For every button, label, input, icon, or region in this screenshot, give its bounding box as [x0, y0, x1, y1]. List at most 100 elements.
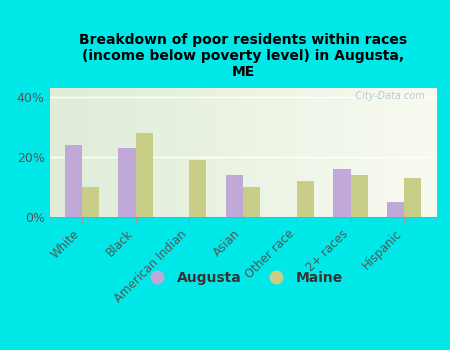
Bar — [340, 88, 344, 217]
Bar — [243, 88, 247, 217]
Bar — [197, 88, 200, 217]
Bar — [118, 148, 135, 217]
Bar — [54, 88, 57, 217]
Bar — [355, 88, 359, 217]
Bar — [421, 88, 425, 217]
Bar — [154, 88, 158, 217]
Bar — [410, 88, 413, 217]
Bar — [208, 88, 212, 217]
Bar — [92, 88, 96, 217]
Bar — [344, 88, 347, 217]
Bar — [142, 88, 146, 217]
Bar — [378, 88, 382, 217]
Bar — [394, 88, 398, 217]
Bar — [146, 88, 150, 217]
Bar — [224, 88, 228, 217]
Bar — [405, 88, 410, 217]
Bar — [82, 187, 99, 217]
Bar — [69, 88, 73, 217]
Bar — [333, 169, 351, 217]
Bar — [382, 88, 386, 217]
Title: Breakdown of poor residents within races
(income below poverty level) in Augusta: Breakdown of poor residents within races… — [79, 33, 407, 79]
Bar — [57, 88, 61, 217]
Bar — [220, 88, 224, 217]
Bar — [313, 88, 316, 217]
Bar — [286, 88, 289, 217]
Bar — [76, 88, 81, 217]
Bar — [61, 88, 65, 217]
Bar — [336, 88, 340, 217]
Legend: Augusta, Maine: Augusta, Maine — [138, 265, 348, 290]
Bar — [64, 145, 82, 217]
Bar — [177, 88, 181, 217]
Bar — [127, 88, 131, 217]
Bar — [278, 88, 282, 217]
Bar — [309, 88, 313, 217]
Bar — [305, 88, 309, 217]
Bar — [185, 88, 189, 217]
Bar — [332, 88, 336, 217]
Bar — [293, 88, 297, 217]
Bar — [108, 88, 112, 217]
Bar — [170, 88, 173, 217]
Bar — [139, 88, 142, 217]
Bar — [429, 88, 432, 217]
Bar — [88, 88, 92, 217]
Bar — [212, 88, 216, 217]
Bar — [417, 88, 421, 217]
Bar — [181, 88, 185, 217]
Bar — [50, 88, 54, 217]
Bar — [189, 160, 207, 217]
Bar — [402, 88, 405, 217]
Bar — [150, 88, 154, 217]
Bar — [235, 88, 239, 217]
Bar — [282, 88, 286, 217]
Bar — [274, 88, 278, 217]
Bar — [386, 88, 390, 217]
Bar — [135, 133, 153, 217]
Bar — [104, 88, 108, 217]
Bar — [328, 88, 332, 217]
Bar — [239, 88, 243, 217]
Bar — [228, 88, 231, 217]
Bar — [266, 88, 270, 217]
Bar — [84, 88, 88, 217]
Bar — [258, 88, 262, 217]
Bar — [251, 88, 255, 217]
Bar — [243, 187, 260, 217]
Bar — [316, 88, 320, 217]
Bar — [226, 175, 243, 217]
Bar — [320, 88, 324, 217]
Bar — [363, 88, 367, 217]
Bar — [262, 88, 266, 217]
Bar — [112, 88, 115, 217]
Bar — [100, 88, 104, 217]
Bar — [432, 88, 436, 217]
Bar — [347, 88, 351, 217]
Bar — [96, 88, 100, 217]
Bar — [374, 88, 378, 217]
Bar — [123, 88, 127, 217]
Bar — [297, 181, 314, 217]
Bar — [351, 175, 368, 217]
Bar — [367, 88, 371, 217]
Bar — [119, 88, 123, 217]
Text: City-Data.com: City-Data.com — [349, 91, 425, 102]
Bar — [204, 88, 208, 217]
Bar — [158, 88, 162, 217]
Bar — [255, 88, 258, 217]
Bar — [413, 88, 417, 217]
Bar — [351, 88, 355, 217]
Bar — [200, 88, 204, 217]
Bar — [247, 88, 251, 217]
Bar — [173, 88, 177, 217]
Bar — [398, 88, 402, 217]
Bar — [81, 88, 84, 217]
Bar — [216, 88, 220, 217]
Bar — [135, 88, 139, 217]
Bar — [189, 88, 193, 217]
Bar — [115, 88, 119, 217]
Bar — [297, 88, 301, 217]
Bar — [166, 88, 170, 217]
Bar — [289, 88, 293, 217]
